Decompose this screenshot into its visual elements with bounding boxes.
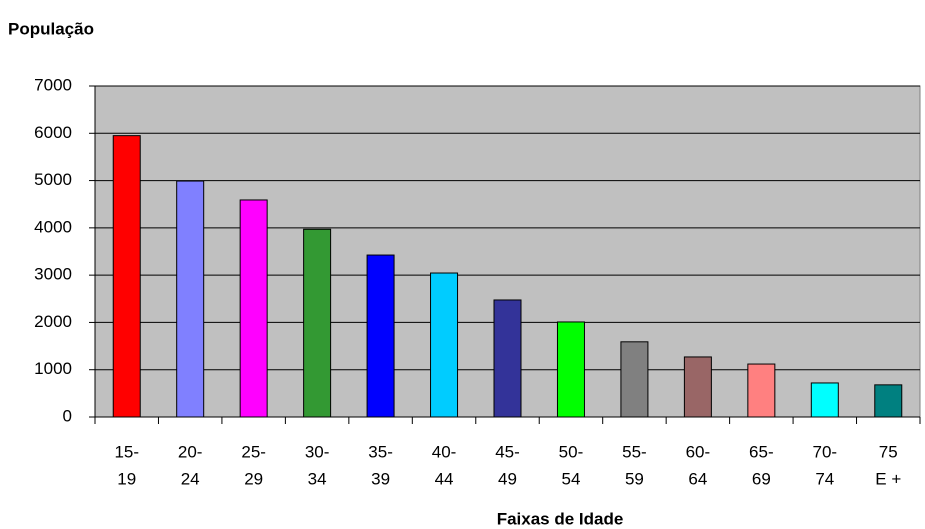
x-tick-label: E + xyxy=(875,469,901,488)
chart-title: População xyxy=(8,19,94,38)
x-tick-label: 40- xyxy=(432,442,457,461)
x-tick-label: 44 xyxy=(435,469,454,488)
bar xyxy=(430,272,459,418)
bar xyxy=(176,180,205,418)
x-tick-label: 59 xyxy=(625,469,644,488)
x-tick-label: 45- xyxy=(495,442,520,461)
x-tick-label: 30- xyxy=(305,442,330,461)
y-tick-label: 3000 xyxy=(34,265,72,284)
x-tick-label: 69 xyxy=(752,469,771,488)
bar xyxy=(303,228,332,418)
bar xyxy=(493,299,522,418)
x-tick-label: 75 xyxy=(879,442,898,461)
bar xyxy=(366,254,395,418)
x-tick-label: 50- xyxy=(559,442,584,461)
y-tick-label: 7000 xyxy=(34,75,72,94)
x-tick-label: 29 xyxy=(244,469,263,488)
bar xyxy=(556,321,585,418)
x-tick-label: 64 xyxy=(688,469,707,488)
x-axis-label: Faixas de Idade xyxy=(497,509,624,528)
x-tick-label: 35- xyxy=(368,442,393,461)
bar xyxy=(112,135,141,418)
y-tick-label: 1000 xyxy=(34,359,72,378)
x-tick-label: 24 xyxy=(181,469,200,488)
x-tick-label: 49 xyxy=(498,469,517,488)
x-tick-label: 20- xyxy=(178,442,203,461)
x-tick-label: 74 xyxy=(815,469,834,488)
y-tick-label: 2000 xyxy=(34,312,72,331)
x-tick-label: 34 xyxy=(308,469,327,488)
bar xyxy=(874,384,903,418)
x-tick-label: 15- xyxy=(114,442,139,461)
bar xyxy=(810,382,839,418)
x-tick-label: 70- xyxy=(813,442,838,461)
x-tick-label: 25- xyxy=(241,442,266,461)
x-tick-label: 19 xyxy=(117,469,136,488)
bar xyxy=(239,199,268,418)
x-tick-label: 39 xyxy=(371,469,390,488)
bar xyxy=(620,341,649,418)
y-tick-label: 5000 xyxy=(34,170,72,189)
x-tick-label: 54 xyxy=(562,469,581,488)
bar xyxy=(747,363,776,418)
y-tick-label: 4000 xyxy=(34,217,72,236)
x-tick-label: 65- xyxy=(749,442,774,461)
bar xyxy=(683,356,712,418)
y-tick-label: 0 xyxy=(63,406,72,425)
x-tick-label: 60- xyxy=(686,442,711,461)
x-tick-label: 55- xyxy=(622,442,647,461)
y-tick-label: 6000 xyxy=(34,123,72,142)
